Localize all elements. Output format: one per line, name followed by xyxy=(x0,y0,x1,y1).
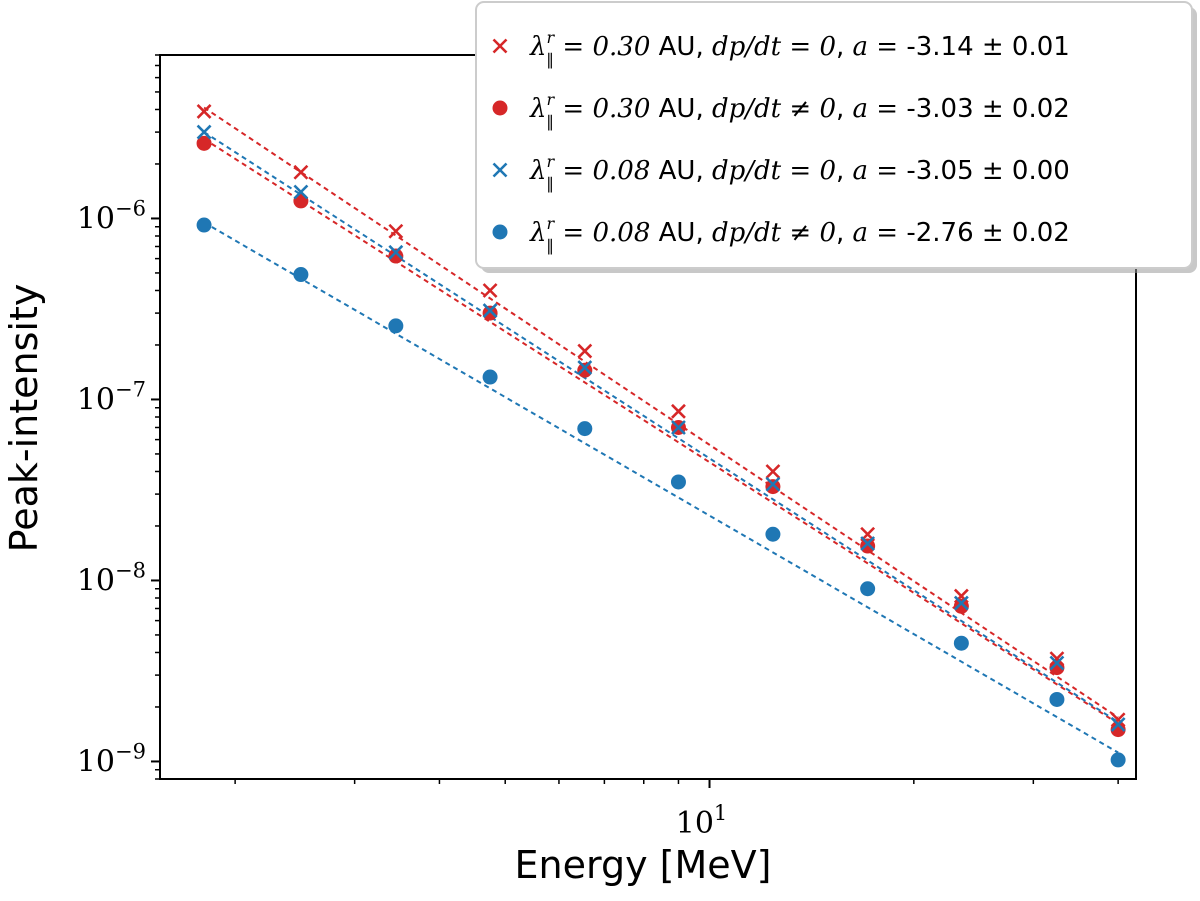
data-point-series-3 xyxy=(196,124,212,140)
data-point-series-1 xyxy=(765,464,781,479)
fit-line-series-4 xyxy=(203,221,1119,754)
legend-lambda-value: 0.30 xyxy=(592,94,650,124)
legend-exponent-value: -3.05 ± 0.00 xyxy=(906,156,1069,186)
y-tick-label: 10−8 xyxy=(77,558,146,598)
data-point-series-4 xyxy=(1049,691,1065,707)
data-point-series-1 xyxy=(196,104,212,119)
y-axis-label: Peak-intensity xyxy=(2,284,46,553)
legend-label-3: λr ∥ = 0.08 AU, dp/dt = 0, a = -3.05 ± 0.… xyxy=(529,152,1070,193)
data-point-series-4 xyxy=(577,421,593,437)
data-point-series-4 xyxy=(765,526,781,542)
legend-entry-1: λr ∥ = 0.30 AU, dp/dt = 0, a = -3.14 ± 0.… xyxy=(492,28,1070,69)
data-point-series-1 xyxy=(388,223,404,239)
data-point-series-2 xyxy=(196,135,212,151)
data-point-series-4 xyxy=(1110,752,1126,768)
data-point-series-3 xyxy=(953,595,969,611)
legend: λr ∥ = 0.30 AU, dp/dt = 0, a = -3.14 ± 0.… xyxy=(475,1,1197,273)
legend-condition: dp/dt = 0 xyxy=(712,32,836,62)
data-point-series-4 xyxy=(293,267,309,283)
x-axis-label: Energy [MeV] xyxy=(515,843,772,887)
legend-entry-2: λr ∥ = 0.30 AU, dp/dt ≠ 0, a = -3.03 ± 0.… xyxy=(492,90,1070,131)
data-point-series-3 xyxy=(860,536,876,551)
legend-label-1: λr ∥ = 0.30 AU, dp/dt = 0, a = -3.14 ± 0.… xyxy=(529,28,1070,69)
legend-exponent-value: -3.03 ± 0.02 xyxy=(906,94,1069,124)
legend-label-4: λr ∥ = 0.08 AU, dp/dt ≠ 0, a = -2.76 ± 0.… xyxy=(529,214,1070,255)
x-tick-label: 101 xyxy=(676,801,728,841)
legend-lambda-value: 0.30 xyxy=(592,32,650,62)
y-tick-label: 10−7 xyxy=(77,377,146,417)
legend-entry-4: λr ∥ = 0.08 AU, dp/dt ≠ 0, a = -2.76 ± 0.… xyxy=(492,214,1070,255)
legend-lambda-value: 0.08 xyxy=(592,218,650,248)
data-point-series-2 xyxy=(388,248,404,264)
data-point-series-1 xyxy=(671,403,686,419)
data-point-series-4 xyxy=(953,635,969,651)
legend-exponent-value: -3.14 ± 0.01 xyxy=(906,32,1069,62)
legend-condition: dp/dt = 0 xyxy=(712,156,836,186)
legend-label-2: λr ∥ = 0.30 AU, dp/dt ≠ 0, a = -3.03 ± 0.… xyxy=(529,90,1070,131)
data-point-series-3 xyxy=(765,476,781,492)
legend-lambda-value: 0.08 xyxy=(592,156,650,186)
legend-condition: dp/dt ≠ 0 xyxy=(712,94,836,124)
y-tick-label: 10−6 xyxy=(77,196,146,236)
legend-marker-4 xyxy=(492,224,508,240)
fit-line-series-3 xyxy=(203,131,1119,723)
data-markers xyxy=(196,104,1126,768)
data-point-series-2 xyxy=(482,305,498,321)
data-point-series-1 xyxy=(482,283,498,298)
data-point-series-3 xyxy=(671,420,686,435)
legend-marker-3 xyxy=(492,162,508,178)
data-point-series-2 xyxy=(860,538,876,554)
data-point-series-3 xyxy=(388,244,404,260)
y-tick-label: 10−9 xyxy=(77,739,146,779)
data-point-series-3 xyxy=(293,184,309,200)
fit-line-series-2 xyxy=(203,138,1119,725)
legend-entry-3: λr ∥ = 0.08 AU, dp/dt = 0, a = -3.05 ± 0.… xyxy=(492,152,1070,193)
legend-box xyxy=(475,1,1193,269)
fit-line-series-1 xyxy=(203,106,1119,719)
data-point-series-3 xyxy=(577,360,593,376)
legend-condition: dp/dt ≠ 0 xyxy=(712,218,836,248)
data-point-series-2 xyxy=(765,479,781,495)
data-point-series-2 xyxy=(953,598,969,614)
data-point-series-4 xyxy=(388,318,404,334)
legend-marker-1 xyxy=(492,38,508,54)
data-point-series-2 xyxy=(1110,722,1126,738)
legend-marker-2 xyxy=(492,100,508,116)
data-point-series-2 xyxy=(577,362,593,378)
fit-lines xyxy=(203,106,1119,754)
data-point-series-2 xyxy=(1049,660,1065,676)
data-point-series-3 xyxy=(1049,655,1065,671)
legend-exponent-value: -2.76 ± 0.02 xyxy=(906,218,1069,248)
data-point-series-1 xyxy=(293,164,309,180)
data-point-series-4 xyxy=(670,474,686,490)
data-point-series-4 xyxy=(196,217,212,233)
data-point-series-4 xyxy=(860,581,876,597)
data-point-series-3 xyxy=(482,303,498,318)
data-point-series-1 xyxy=(577,343,593,359)
data-point-series-3 xyxy=(1110,717,1126,732)
data-point-series-4 xyxy=(482,369,498,385)
